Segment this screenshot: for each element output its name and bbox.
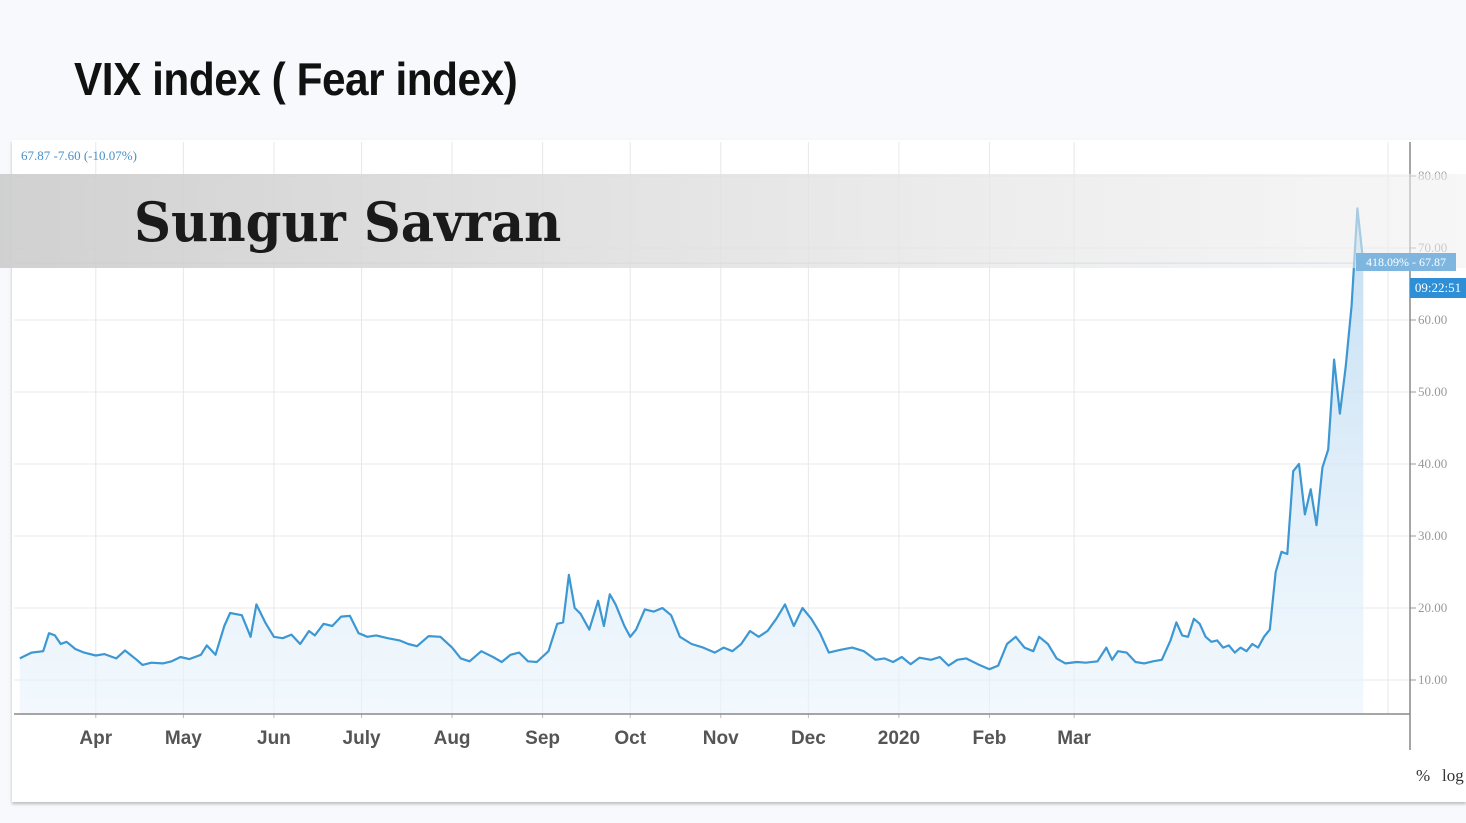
- x-tick-label: May: [165, 728, 202, 749]
- x-tick-label: July: [343, 728, 381, 749]
- y-tick-label: 50.00: [1418, 384, 1447, 399]
- y-tick-label: 10.00: [1418, 672, 1447, 687]
- x-tick-label: Apr: [79, 728, 112, 749]
- y-tick-label: 40.00: [1418, 456, 1447, 471]
- x-tick-label: Dec: [791, 728, 826, 749]
- price-tag-time: 09:22:51: [1410, 278, 1466, 298]
- x-tick-label: Nov: [703, 728, 739, 749]
- x-tick-label: 2020: [878, 728, 920, 749]
- percent-scale-button[interactable]: %: [1416, 766, 1431, 785]
- y-tick-label: 60.00: [1418, 312, 1447, 327]
- x-axis: Apr May Jun July Aug Sep Oct Nov Dec 2020 Feb Mar: [14, 713, 1410, 749]
- x-tick-label: Sep: [525, 728, 560, 749]
- x-tick-label: Feb: [973, 728, 1007, 749]
- y-tick-label: 20.00: [1418, 600, 1447, 615]
- x-tick-label: Oct: [614, 728, 646, 749]
- x-tick-label: Aug: [434, 728, 471, 749]
- y-tick-label: 30.00: [1418, 528, 1447, 543]
- slide-title: VIX index ( Fear index): [74, 53, 518, 105]
- watermark-banner: [0, 174, 1466, 268]
- quote-line: 67.87 -7.60 (-10.07%): [21, 148, 137, 163]
- x-tick-label: Mar: [1057, 728, 1091, 749]
- watermark-text: Sungur Savran: [134, 190, 562, 254]
- price-tag-value: 418.09% - 67.87: [1356, 253, 1456, 271]
- series-line: [19, 207, 1365, 671]
- x-tick-label: Jun: [257, 728, 291, 749]
- log-scale-button[interactable]: log: [1442, 766, 1464, 785]
